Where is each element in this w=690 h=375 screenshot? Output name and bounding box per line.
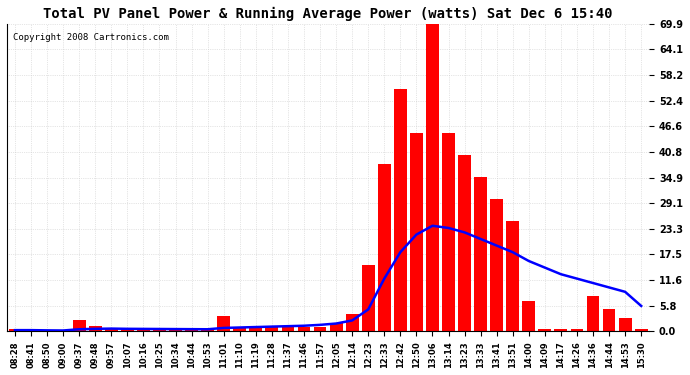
- Bar: [41, 331, 54, 332]
- Bar: [249, 327, 262, 332]
- Bar: [458, 155, 471, 332]
- Bar: [25, 330, 37, 332]
- Bar: [619, 318, 631, 332]
- Bar: [185, 330, 198, 332]
- Bar: [233, 327, 246, 332]
- Bar: [266, 327, 278, 332]
- Bar: [442, 133, 455, 332]
- Bar: [571, 329, 583, 332]
- Bar: [378, 164, 391, 332]
- Bar: [314, 327, 326, 332]
- Bar: [330, 322, 342, 332]
- Bar: [282, 327, 295, 332]
- Bar: [410, 133, 423, 332]
- Bar: [105, 328, 118, 332]
- Bar: [201, 330, 214, 332]
- Bar: [169, 330, 182, 332]
- Bar: [635, 329, 648, 332]
- Bar: [506, 221, 519, 332]
- Bar: [121, 329, 134, 332]
- Title: Total PV Panel Power & Running Average Power (watts) Sat Dec 6 15:40: Total PV Panel Power & Running Average P…: [43, 7, 613, 21]
- Bar: [426, 24, 439, 332]
- Bar: [394, 89, 406, 332]
- Bar: [153, 329, 166, 332]
- Bar: [297, 327, 310, 332]
- Bar: [538, 329, 551, 332]
- Bar: [346, 314, 359, 332]
- Bar: [72, 321, 86, 332]
- Bar: [217, 316, 230, 332]
- Bar: [474, 177, 487, 332]
- Bar: [8, 329, 21, 332]
- Bar: [555, 329, 567, 332]
- Bar: [522, 301, 535, 332]
- Text: Copyright 2008 Cartronics.com: Copyright 2008 Cartronics.com: [13, 33, 169, 42]
- Bar: [57, 331, 70, 332]
- Bar: [137, 329, 150, 332]
- Bar: [586, 296, 600, 332]
- Bar: [602, 309, 615, 332]
- Bar: [89, 326, 101, 332]
- Bar: [362, 266, 375, 332]
- Bar: [491, 200, 503, 332]
